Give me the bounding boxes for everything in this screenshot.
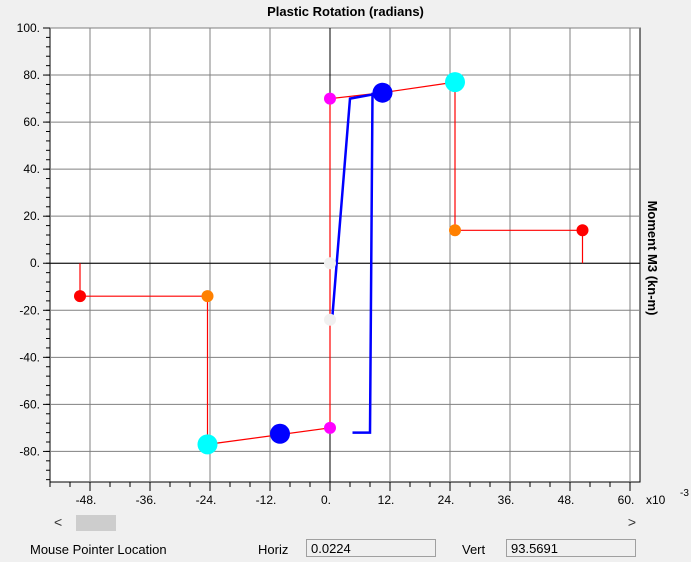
y-tick-label: -20. <box>19 303 40 317</box>
x-multiplier-label: x10 <box>646 493 666 507</box>
data-marker <box>197 434 218 455</box>
x-tick-label: -48. <box>76 493 97 507</box>
vert-value-field: 93.5691 <box>506 539 636 557</box>
scroll-right-icon[interactable]: > <box>627 514 636 530</box>
y-tick-label: 80. <box>23 68 40 82</box>
series-line-red <box>79 81 584 446</box>
y-tick-label: 20. <box>23 209 40 223</box>
x-tick-label: 60. <box>618 493 635 507</box>
scroll-thumb[interactable] <box>76 515 116 531</box>
x-tick-label: -12. <box>256 493 277 507</box>
y-axis-label: Moment M3 (kn-m) <box>645 201 660 316</box>
horizontal-scrollbar[interactable]: < > <box>50 513 640 533</box>
y-tick-label: 100. <box>17 21 40 35</box>
x-tick-label: -36. <box>136 493 157 507</box>
data-marker <box>576 224 589 237</box>
x-multiplier-exponent: -3 <box>680 488 689 499</box>
pointer-location-label: Mouse Pointer Location <box>30 542 167 557</box>
x-tick-label: 48. <box>558 493 575 507</box>
data-marker <box>201 290 214 303</box>
x-tick-label: 0. <box>321 493 331 507</box>
x-tick-label: 12. <box>378 493 395 507</box>
data-marker <box>324 257 336 270</box>
data-marker <box>324 313 336 326</box>
x-tick-label: 36. <box>498 493 515 507</box>
x-tick-label: 24. <box>438 493 455 507</box>
hysteresis-chart: -48. -36. -24. -12. 0. 12. 24. 36. 48. 60. 100. 80.… <box>17 21 690 507</box>
data-marker <box>445 72 465 93</box>
y-tick-label: -80. <box>19 444 40 458</box>
data-marker <box>324 421 336 434</box>
data-marker <box>324 92 336 105</box>
chart-title: Plastic Rotation (radians) <box>267 4 424 19</box>
y-tick-label: 60. <box>23 115 40 129</box>
x-tick-label: -24. <box>196 493 217 507</box>
vert-label: Vert <box>462 542 486 557</box>
data-marker <box>74 290 86 303</box>
y-tick-label: 0. <box>30 256 40 270</box>
status-bar: Mouse Pointer Location Horiz 0.0224 Vert… <box>0 536 691 562</box>
scroll-left-icon[interactable]: < <box>54 514 63 530</box>
y-tick-label: -60. <box>19 397 40 411</box>
y-tick-label: 40. <box>23 162 40 176</box>
y-tick-label: -40. <box>19 350 40 364</box>
horiz-value-field: 0.0224 <box>306 539 436 557</box>
data-marker <box>372 82 393 103</box>
data-marker <box>270 423 290 444</box>
horiz-label: Horiz <box>258 542 289 557</box>
data-marker <box>449 224 461 237</box>
plot-area <box>49 27 641 483</box>
